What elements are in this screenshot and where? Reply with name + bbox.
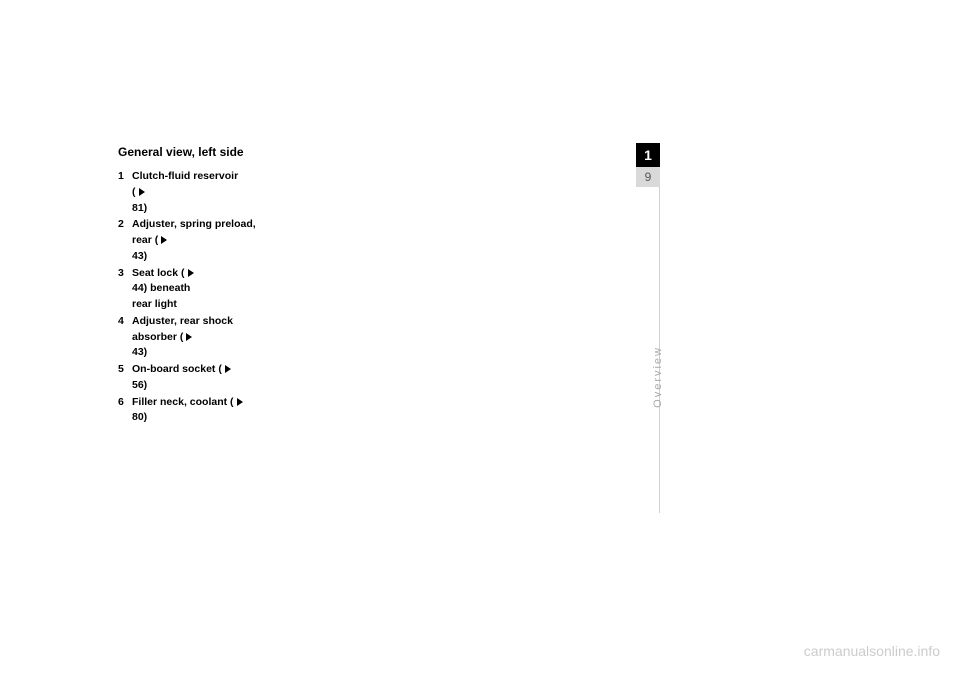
list-item: 1Clutch-fluid reservoir(81)	[118, 169, 308, 216]
item-text: Adjuster, spring preload,rear (43)	[132, 217, 308, 264]
list-item: 2Adjuster, spring preload,rear (43)	[118, 217, 308, 264]
item-list: 1Clutch-fluid reservoir(81)2Adjuster, sp…	[118, 169, 308, 426]
page-number: 9	[636, 167, 660, 187]
item-number: 4	[118, 314, 132, 361]
item-text: On-board socket (56)	[132, 362, 308, 394]
section-side-label: Overview	[652, 346, 664, 408]
list-item: 6Filler neck, coolant (80)	[118, 395, 308, 427]
item-text: Adjuster, rear shockabsorber (43)	[132, 314, 308, 361]
triangle-icon	[161, 236, 167, 244]
triangle-icon	[225, 365, 231, 373]
content-block: General view, left side 1Clutch-fluid re…	[118, 143, 308, 427]
section-title: General view, left side	[118, 143, 308, 161]
item-number: 2	[118, 217, 132, 264]
item-number: 6	[118, 395, 132, 427]
side-tab: 1 9	[636, 143, 660, 187]
triangle-icon	[186, 333, 192, 341]
side-divider	[659, 143, 660, 513]
watermark-text: carmanualsonline.info	[804, 643, 940, 659]
triangle-icon	[188, 269, 194, 277]
list-item: 5On-board socket (56)	[118, 362, 308, 394]
list-item: 4Adjuster, rear shockabsorber (43)	[118, 314, 308, 361]
triangle-icon	[139, 188, 145, 196]
triangle-icon	[237, 398, 243, 406]
item-number: 1	[118, 169, 132, 216]
item-text: Clutch-fluid reservoir(81)	[132, 169, 308, 216]
item-number: 5	[118, 362, 132, 394]
item-text: Filler neck, coolant (80)	[132, 395, 308, 427]
page-container: General view, left side 1Clutch-fluid re…	[0, 0, 960, 679]
item-text: Seat lock (44) beneathrear light	[132, 266, 308, 313]
chapter-number: 1	[636, 143, 660, 167]
item-number: 3	[118, 266, 132, 313]
list-item: 3Seat lock (44) beneathrear light	[118, 266, 308, 313]
